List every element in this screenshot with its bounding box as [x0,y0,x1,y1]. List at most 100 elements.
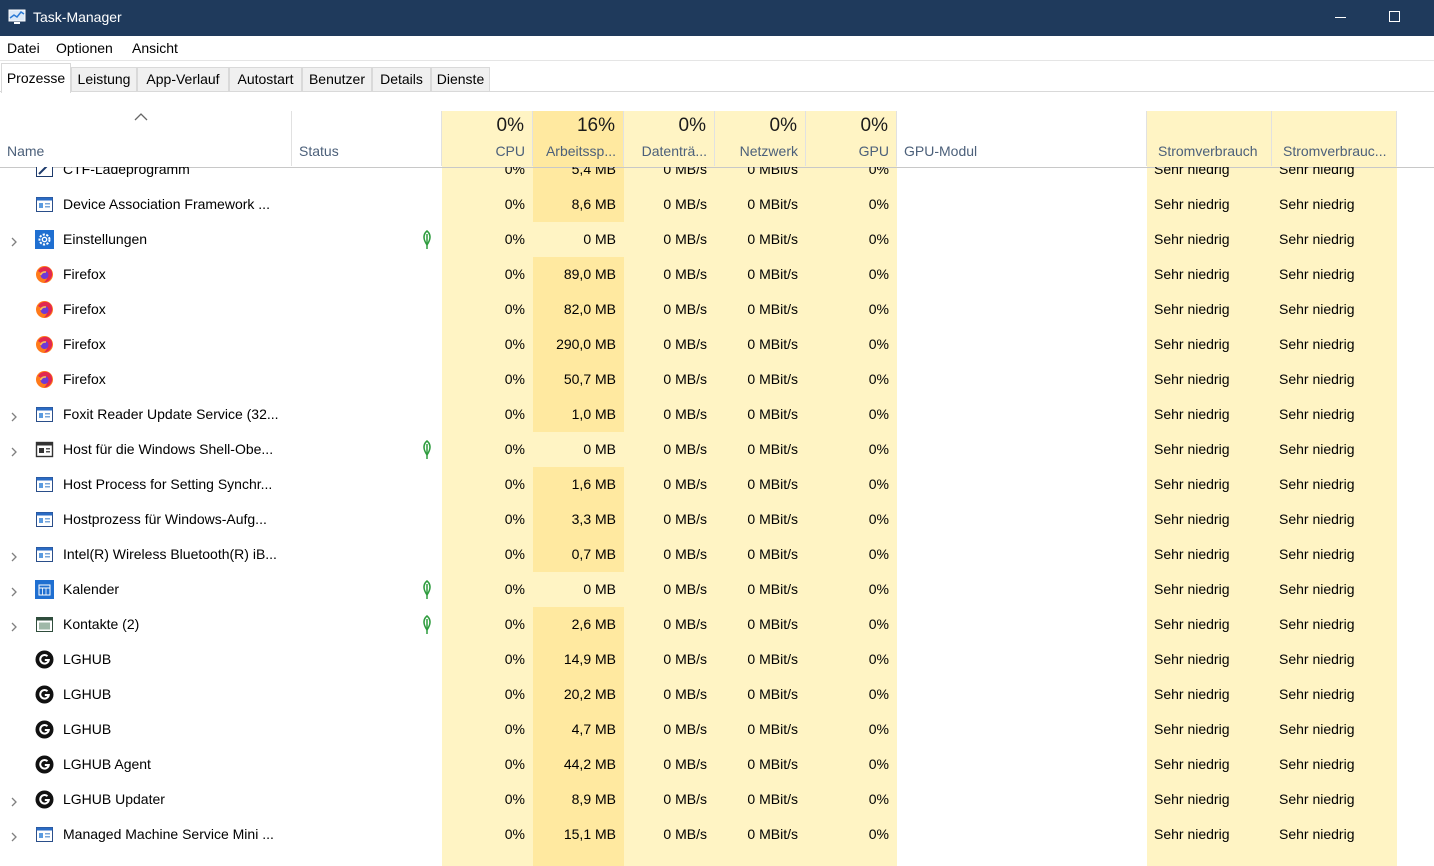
expand-chevron-icon[interactable] [9,829,19,842]
process-row[interactable]: Einstellungen 0% 0 MB 0 MB/s 0 MBit/s 0% Sehr … [0,222,1434,257]
cell-power: Sehr niedrig [1154,336,1230,352]
process-row[interactable]: LGHUB 0% 20,2 MB 0 MB/s 0 MBit/s 0% Sehr niedr… [0,677,1434,712]
process-row[interactable]: Kalender 0% 0 MB 0 MB/s 0 MBit/s 0% Sehr niedr… [0,572,1434,607]
cell-power: Sehr niedrig [1154,476,1230,492]
expand-chevron-icon[interactable] [9,444,19,457]
cell-cpu: 0% [504,231,525,247]
process-row[interactable]: CTF-Ladeprogramm 0% 5,4 MB 0 MB/s 0 MBit/s 0%… [0,167,1434,187]
minimize-icon [1335,17,1346,18]
suspended-leaf-icon [418,578,436,600]
expand-chevron-icon[interactable] [9,234,19,247]
maximize-button[interactable] [1384,6,1406,28]
cell-gpu: 0% [868,651,889,667]
process-row[interactable]: Firefox 0% 290,0 MB 0 MB/s 0 MBit/s 0% Sehr ni… [0,327,1434,362]
process-name: LGHUB Updater [63,791,165,807]
cell-power: Sehr niedrig [1154,441,1230,457]
cell-net: 0 MBit/s [747,651,798,667]
cell-net: 0 MBit/s [747,196,798,212]
gpu-total[interactable]: 0% [860,115,888,136]
cell-gpu: 0% [868,791,889,807]
title-bar: Task-Manager [0,0,1434,36]
cell-disk: 0 MB/s [663,511,707,527]
expand-chevron-icon[interactable] [9,409,19,422]
cell-mem: 14,9 MB [563,651,616,667]
tab-dienste[interactable]: Dienste [431,67,490,91]
cell-cpu: 0% [504,616,525,632]
cell-mem: 290,0 MB [556,336,616,352]
window-app-icon [35,510,54,529]
cell-power-trend: Sehr niedrig [1279,167,1355,177]
process-row[interactable]: Host Process for Setting Synchr... 0% 1,6 … [0,467,1434,502]
process-row[interactable]: Host für die Windows Shell-Obe... 0% 0 MB 0… [0,432,1434,467]
expand-chevron-icon[interactable] [9,619,19,632]
memory-cell-light [533,572,624,607]
tab-prozesse[interactable]: Prozesse [1,63,71,93]
cell-power: Sehr niedrig [1154,511,1230,527]
cell-power: Sehr niedrig [1154,167,1230,177]
process-row[interactable]: Firefox 0% 50,7 MB 0 MB/s 0 MBit/s 0% Sehr nie… [0,362,1434,397]
cell-power: Sehr niedrig [1154,616,1230,632]
cell-power-trend: Sehr niedrig [1279,196,1355,212]
column-header-status[interactable]: Status [299,143,339,159]
cell-disk: 0 MB/s [663,651,707,667]
lghub-icon [35,755,54,774]
minimize-button[interactable] [1330,4,1352,30]
tab-benutzer[interactable]: Benutzer [302,67,372,91]
menu-datei[interactable]: Datei [7,40,40,56]
memory-total[interactable]: 16% [576,115,615,136]
cell-power-trend: Sehr niedrig [1279,231,1355,247]
cpu-total[interactable]: 0% [496,115,524,136]
process-row[interactable]: Kontakte (2) 0% 2,6 MB 0 MB/s 0 MBit/s 0% Sehr… [0,607,1434,642]
suspended-leaf-icon [418,228,436,250]
cell-gpu: 0% [868,441,889,457]
process-name: LGHUB [63,651,112,667]
process-name: Foxit Reader Update Service (32... [63,406,279,422]
column-header-gpu-engine[interactable]: GPU-Modul [904,143,978,159]
cell-disk: 0 MB/s [663,616,707,632]
sort-ascending-icon[interactable] [134,113,148,121]
process-row[interactable]: LGHUB 0% 14,9 MB 0 MB/s 0 MBit/s 0% Sehr niedr… [0,642,1434,677]
column-header-network[interactable]: Netzwerk [739,143,798,159]
column-header-disk[interactable]: Datenträ... [641,143,707,159]
menu-ansicht[interactable]: Ansicht [132,40,178,56]
cell-mem: 2,6 MB [571,616,616,632]
process-row[interactable]: Device Association Framework ... 0% 8,6 MB… [0,187,1434,222]
column-separator [441,111,442,166]
cell-net: 0 MBit/s [747,336,798,352]
expand-chevron-icon[interactable] [9,549,19,562]
expand-chevron-icon[interactable] [9,584,19,597]
network-total[interactable]: 0% [769,115,797,136]
tab-details[interactable]: Details [372,67,431,91]
cell-disk: 0 MB/s [663,371,707,387]
column-header-name[interactable]: Name [7,143,45,159]
process-row[interactable]: LGHUB Agent 0% 44,2 MB 0 MB/s 0 MBit/s 0% Sehr… [0,747,1434,782]
column-separator [805,111,806,166]
disk-total[interactable]: 0% [678,115,706,136]
column-header-gpu[interactable]: GPU [858,143,889,159]
column-header-memory[interactable]: Arbeitssp... [545,143,616,159]
column-header-cpu[interactable]: CPU [495,143,525,159]
cell-cpu: 0% [504,721,525,737]
process-row[interactable]: Managed Machine Service Mini ... 0% 15,1 M… [0,817,1434,852]
process-row[interactable]: LGHUB Updater 0% 8,9 MB 0 MB/s 0 MBit/s 0% Seh… [0,782,1434,817]
process-row[interactable]: Firefox 0% 82,0 MB 0 MB/s 0 MBit/s 0% Sehr nie… [0,292,1434,327]
expand-chevron-icon[interactable] [9,794,19,807]
process-row[interactable]: Firefox 0% 89,0 MB 0 MB/s 0 MBit/s 0% Sehr nie… [0,257,1434,292]
column-header-power[interactable]: Stromverbrauch [1158,143,1258,159]
cell-power: Sehr niedrig [1154,686,1230,702]
cell-gpu: 0% [868,476,889,492]
tab-leistung[interactable]: Leistung [71,67,137,91]
process-row[interactable]: LGHUB 0% 4,7 MB 0 MB/s 0 MBit/s 0% Sehr niedri… [0,712,1434,747]
tab-app-verlauf[interactable]: App-Verlauf [137,67,229,91]
cell-gpu: 0% [868,406,889,422]
cell-cpu: 0% [504,581,525,597]
column-header-power-trend[interactable]: Stromverbrauc... [1283,143,1387,159]
cell-mem: 0 MB [583,441,616,457]
process-row[interactable]: Intel(R) Wireless Bluetooth(R) iB... 0% 0,… [0,537,1434,572]
tab-autostart[interactable]: Autostart [229,67,302,91]
process-row[interactable]: Foxit Reader Update Service (32... 0% 1,0 … [0,397,1434,432]
process-row[interactable]: Hostprozess für Windows-Aufg... 0% 3,3 MB 0… [0,502,1434,537]
cell-power-trend: Sehr niedrig [1279,266,1355,282]
menu-optionen[interactable]: Optionen [56,40,113,56]
cell-net: 0 MBit/s [747,441,798,457]
